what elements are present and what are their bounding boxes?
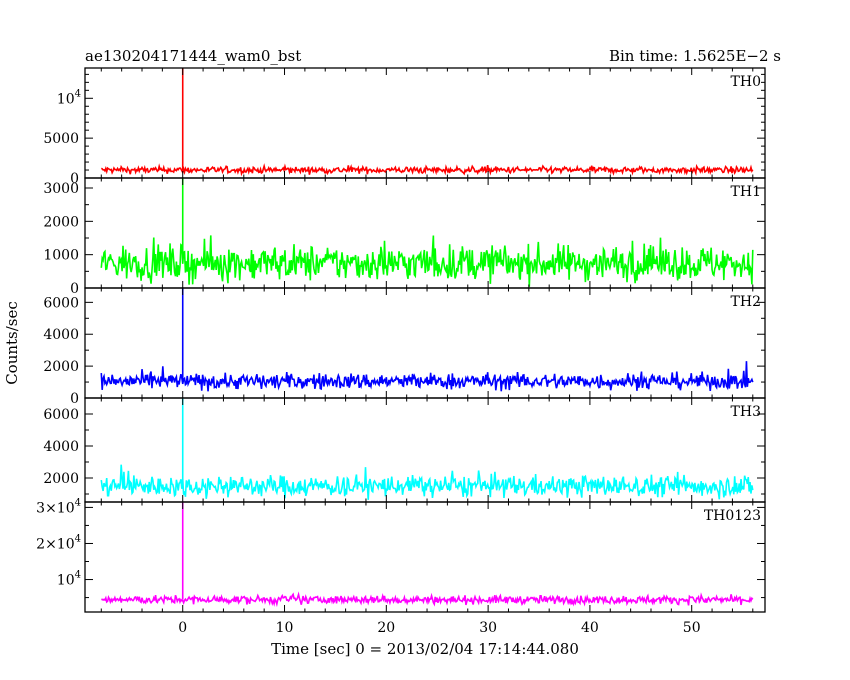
y-tick-label-base: 10: [57, 573, 75, 589]
y-tick-label: 104: [57, 88, 81, 107]
y-tick-label: 1000: [43, 248, 79, 264]
y-tick-label: 0: [70, 281, 79, 297]
panel-th0: 0 5000 104 TH0: [43, 67, 766, 187]
y-tick-label: 0: [70, 391, 79, 407]
y-tick-label-base: 2×10: [36, 536, 74, 552]
x-tick-label: 10: [276, 620, 294, 636]
y-tick-label-exponent: 4: [75, 533, 81, 544]
panel-th3: 2000 4000 6000 TH3: [43, 397, 766, 503]
panel-frame: [84, 501, 766, 613]
series-line-th3: [100, 464, 754, 500]
y-tick-label: 5000: [43, 131, 79, 147]
y-tick-label: 2000: [43, 471, 79, 487]
y-tick-label: 6000: [43, 407, 79, 423]
y-tick-label: 3000: [43, 181, 79, 197]
series-line-th0: [100, 163, 754, 177]
y-tick-label: 4000: [43, 327, 79, 343]
y-tick-label: 6000: [43, 295, 79, 311]
series-line-th0123: [101, 591, 754, 608]
panel-label-th1: TH1: [731, 184, 761, 200]
y-axis-label: Counts/sec: [3, 301, 21, 385]
x-axis-label: Time [sec] 0 = 2013/02/04 17:14:44.080: [271, 640, 579, 658]
x-tick-label: 50: [683, 620, 701, 636]
y-tick-label-base: 3×10: [36, 500, 74, 516]
y-tick-label: 2×104: [36, 533, 81, 552]
panel-frame: [84, 67, 766, 179]
y-tick-label-base: 10: [57, 91, 75, 107]
x-tick-label: 20: [377, 620, 395, 636]
y-tick-label: 3×104: [36, 497, 81, 516]
panel-label-th3: TH3: [731, 404, 761, 420]
x-tick-label: 30: [479, 620, 497, 636]
series-line-th2: [100, 361, 754, 392]
series-line-th1: [100, 235, 754, 287]
x-tick-label: 40: [581, 620, 599, 636]
y-tick-label: 2000: [43, 214, 79, 230]
figure-title-left: ae130204171444_wam0_bst: [85, 47, 301, 65]
panel-label-th0: TH0: [731, 74, 761, 90]
x-tick-label: 0: [178, 620, 187, 636]
panel-label-th0123: TH0123: [704, 508, 761, 524]
y-tick-label-exponent: 4: [75, 570, 81, 581]
y-tick-label: 4000: [43, 439, 79, 455]
y-tick-label-exponent: 4: [75, 88, 81, 99]
y-tick-label: 2000: [43, 359, 79, 375]
figure-title-right: Bin time: 1.5625E−2 s: [609, 47, 781, 65]
y-tick-label: 104: [57, 570, 81, 589]
panel-th1: 0 1000 2000 3000 TH1: [43, 177, 766, 297]
panel-th2: 0 2000 4000 6000 TH2: [43, 287, 766, 407]
y-tick-label: 0: [70, 171, 79, 187]
y-tick-label-exponent: 4: [75, 497, 81, 508]
panel-label-th2: TH2: [731, 294, 761, 310]
x-axis: 0 10 20 30 40 50: [178, 620, 700, 636]
